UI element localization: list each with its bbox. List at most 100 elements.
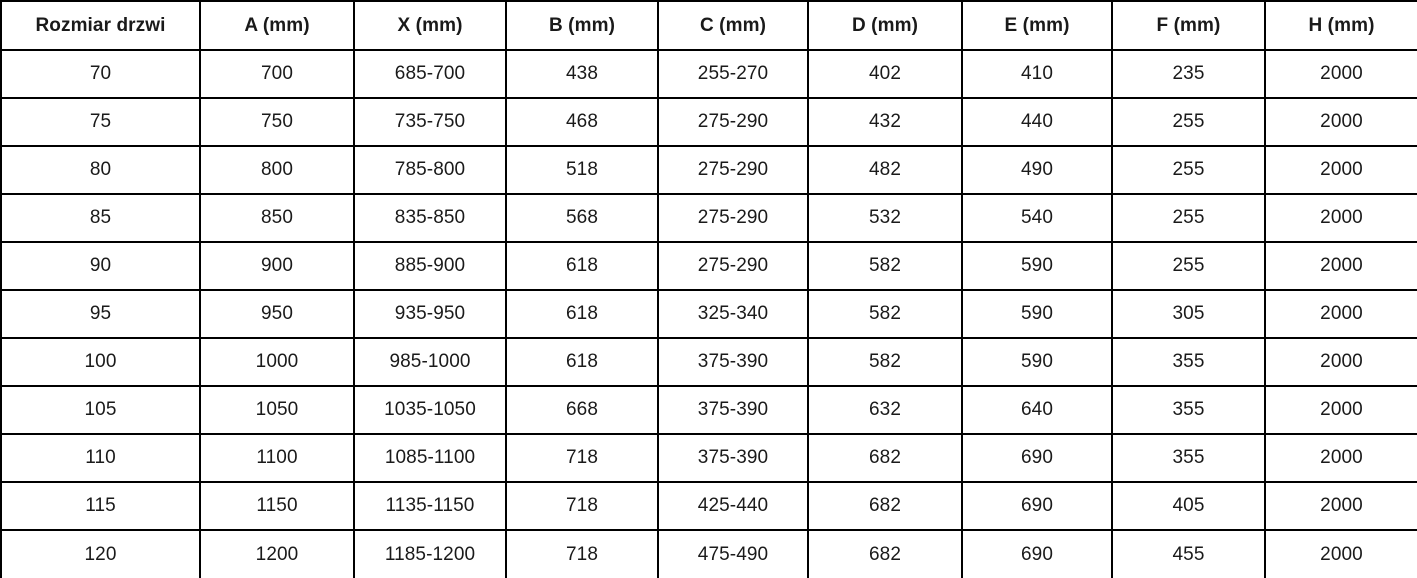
cell-b: 618 <box>505 241 659 291</box>
cell-d: 582 <box>807 241 963 291</box>
cell-c: 275-290 <box>657 97 809 147</box>
cell-rozmiar-drzwi: 105 <box>0 385 201 435</box>
cell-h: 2000 <box>1264 145 1417 195</box>
cell-b: 438 <box>505 49 659 99</box>
cell-d: 482 <box>807 145 963 195</box>
cell-c: 255-270 <box>657 49 809 99</box>
cell-h: 2000 <box>1264 193 1417 243</box>
cell-x: 735-750 <box>353 97 507 147</box>
cell-b: 468 <box>505 97 659 147</box>
cell-e: 590 <box>961 289 1113 339</box>
table-header: Rozmiar drzwi A (mm) X (mm) B (mm) C (mm… <box>0 0 1417 51</box>
cell-f: 255 <box>1111 97 1266 147</box>
table-row: 110 1100 1085-1100 718 375-390 682 690 3… <box>0 433 1417 483</box>
cell-d: 582 <box>807 337 963 387</box>
cell-x: 1085-1100 <box>353 433 507 483</box>
cell-rozmiar-drzwi: 95 <box>0 289 201 339</box>
cell-d: 682 <box>807 433 963 483</box>
table-row: 85 850 835-850 568 275-290 532 540 255 2… <box>0 193 1417 243</box>
cell-rozmiar-drzwi: 100 <box>0 337 201 387</box>
cell-a: 1050 <box>199 385 355 435</box>
table-row: 105 1050 1035-1050 668 375-390 632 640 3… <box>0 385 1417 435</box>
cell-b: 618 <box>505 289 659 339</box>
cell-d: 582 <box>807 289 963 339</box>
table-row: 120 1200 1185-1200 718 475-490 682 690 4… <box>0 529 1417 578</box>
cell-c: 375-390 <box>657 337 809 387</box>
cell-rozmiar-drzwi: 85 <box>0 193 201 243</box>
cell-rozmiar-drzwi: 90 <box>0 241 201 291</box>
cell-f: 455 <box>1111 529 1266 578</box>
cell-f: 305 <box>1111 289 1266 339</box>
cell-c: 325-340 <box>657 289 809 339</box>
cell-e: 640 <box>961 385 1113 435</box>
column-header-f: F (mm) <box>1111 0 1266 51</box>
cell-f: 355 <box>1111 385 1266 435</box>
cell-d: 402 <box>807 49 963 99</box>
cell-f: 255 <box>1111 193 1266 243</box>
cell-e: 690 <box>961 481 1113 531</box>
cell-h: 2000 <box>1264 289 1417 339</box>
cell-h: 2000 <box>1264 49 1417 99</box>
cell-e: 690 <box>961 529 1113 578</box>
cell-h: 2000 <box>1264 241 1417 291</box>
cell-e: 590 <box>961 337 1113 387</box>
column-header-h: H (mm) <box>1264 0 1417 51</box>
cell-f: 235 <box>1111 49 1266 99</box>
cell-h: 2000 <box>1264 385 1417 435</box>
cell-d: 682 <box>807 529 963 578</box>
cell-c: 475-490 <box>657 529 809 578</box>
cell-b: 718 <box>505 529 659 578</box>
cell-a: 1100 <box>199 433 355 483</box>
column-header-a: A (mm) <box>199 0 355 51</box>
cell-d: 532 <box>807 193 963 243</box>
cell-h: 2000 <box>1264 433 1417 483</box>
cell-a: 700 <box>199 49 355 99</box>
cell-a: 1150 <box>199 481 355 531</box>
cell-b: 568 <box>505 193 659 243</box>
table-row: 90 900 885-900 618 275-290 582 590 255 2… <box>0 241 1417 291</box>
cell-b: 718 <box>505 433 659 483</box>
cell-a: 750 <box>199 97 355 147</box>
table-header-row: Rozmiar drzwi A (mm) X (mm) B (mm) C (mm… <box>0 0 1417 51</box>
cell-a: 950 <box>199 289 355 339</box>
table-row: 100 1000 985-1000 618 375-390 582 590 35… <box>0 337 1417 387</box>
column-header-x: X (mm) <box>353 0 507 51</box>
table-row: 75 750 735-750 468 275-290 432 440 255 2… <box>0 97 1417 147</box>
cell-x: 685-700 <box>353 49 507 99</box>
cell-f: 355 <box>1111 337 1266 387</box>
table-row: 80 800 785-800 518 275-290 482 490 255 2… <box>0 145 1417 195</box>
cell-c: 275-290 <box>657 145 809 195</box>
cell-x: 985-1000 <box>353 337 507 387</box>
cell-c: 375-390 <box>657 433 809 483</box>
cell-a: 900 <box>199 241 355 291</box>
cell-b: 518 <box>505 145 659 195</box>
cell-c: 275-290 <box>657 241 809 291</box>
cell-a: 1000 <box>199 337 355 387</box>
cell-d: 432 <box>807 97 963 147</box>
cell-a: 800 <box>199 145 355 195</box>
cell-rozmiar-drzwi: 70 <box>0 49 201 99</box>
cell-h: 2000 <box>1264 337 1417 387</box>
cell-rozmiar-drzwi: 75 <box>0 97 201 147</box>
table-body: 70 700 685-700 438 255-270 402 410 235 2… <box>0 49 1417 578</box>
column-header-e: E (mm) <box>961 0 1113 51</box>
column-header-b: B (mm) <box>505 0 659 51</box>
cell-e: 410 <box>961 49 1113 99</box>
cell-c: 375-390 <box>657 385 809 435</box>
cell-d: 632 <box>807 385 963 435</box>
cell-rozmiar-drzwi: 110 <box>0 433 201 483</box>
cell-f: 405 <box>1111 481 1266 531</box>
cell-c: 425-440 <box>657 481 809 531</box>
cell-x: 1185-1200 <box>353 529 507 578</box>
cell-e: 540 <box>961 193 1113 243</box>
cell-x: 885-900 <box>353 241 507 291</box>
cell-e: 440 <box>961 97 1113 147</box>
cell-h: 2000 <box>1264 481 1417 531</box>
cell-e: 490 <box>961 145 1113 195</box>
cell-e: 590 <box>961 241 1113 291</box>
table-row: 95 950 935-950 618 325-340 582 590 305 2… <box>0 289 1417 339</box>
column-header-d: D (mm) <box>807 0 963 51</box>
cell-f: 355 <box>1111 433 1266 483</box>
cell-a: 1200 <box>199 529 355 578</box>
